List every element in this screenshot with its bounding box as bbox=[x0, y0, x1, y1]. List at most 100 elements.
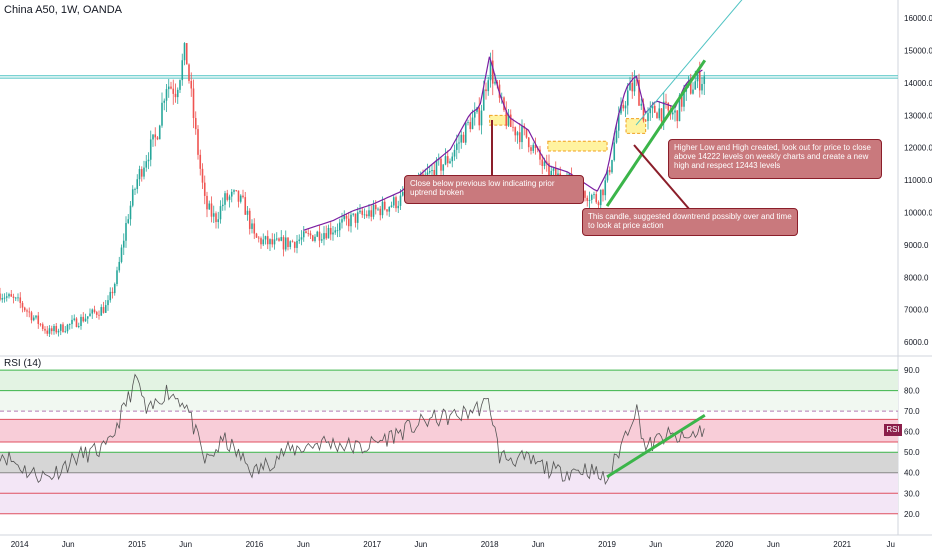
candle-body bbox=[671, 112, 674, 115]
candle-body bbox=[140, 169, 143, 177]
rsi-tick-label: 60.0 bbox=[904, 428, 920, 437]
candle-body bbox=[84, 318, 87, 322]
time-tick-label: Jun bbox=[532, 540, 545, 549]
candle-body bbox=[455, 143, 458, 150]
candle-body bbox=[111, 291, 114, 294]
candle-body bbox=[494, 81, 496, 84]
candle-body bbox=[395, 197, 397, 209]
candle-body bbox=[460, 134, 463, 143]
chart-title: China A50, 1W, OANDA bbox=[4, 4, 122, 16]
candle-body bbox=[210, 203, 213, 217]
candle-body bbox=[638, 79, 640, 106]
candle-body bbox=[73, 318, 76, 320]
candle-body bbox=[46, 330, 49, 334]
candle-body bbox=[152, 134, 154, 140]
candle-body bbox=[75, 318, 78, 327]
candle-body bbox=[595, 194, 598, 203]
candle-body bbox=[440, 158, 442, 171]
candle-body bbox=[138, 169, 141, 180]
candle-body bbox=[44, 328, 46, 331]
candle-body bbox=[143, 167, 145, 177]
candle-body bbox=[82, 316, 85, 322]
candle-body bbox=[183, 43, 186, 61]
candle-body bbox=[275, 238, 278, 240]
candle-body bbox=[257, 237, 260, 239]
candle-body bbox=[53, 326, 55, 332]
candle-body bbox=[282, 237, 285, 250]
candle-body bbox=[584, 191, 586, 198]
candle-body bbox=[251, 223, 253, 229]
candle-body bbox=[359, 210, 361, 213]
candle-body bbox=[224, 193, 226, 205]
candle-body bbox=[615, 130, 618, 143]
price-zone-2 bbox=[625, 118, 647, 134]
candle-body bbox=[0, 293, 1, 300]
time-tick-label: Jun bbox=[62, 540, 75, 549]
candle-body bbox=[253, 223, 256, 234]
candle-body bbox=[77, 326, 80, 327]
annotation-uptrend-broken: Close below previous low indicating prio… bbox=[404, 175, 584, 204]
candle-body bbox=[678, 95, 681, 122]
candle-body bbox=[613, 142, 616, 161]
candle-body bbox=[62, 324, 64, 332]
candle-body bbox=[320, 239, 323, 241]
candle-body bbox=[5, 296, 8, 298]
price-trendline-0 bbox=[605, 59, 707, 207]
candle-body bbox=[453, 149, 456, 157]
candle-body bbox=[653, 105, 656, 113]
candle-body bbox=[309, 233, 312, 236]
candle-body bbox=[676, 110, 679, 122]
candle-body bbox=[334, 230, 337, 233]
candle-body bbox=[12, 296, 15, 298]
candle-body bbox=[604, 180, 607, 196]
candle-body bbox=[239, 195, 242, 202]
candle-body bbox=[298, 239, 301, 241]
candle-body bbox=[165, 89, 168, 101]
candle-body bbox=[35, 315, 37, 318]
candle-body bbox=[658, 108, 661, 119]
candle-body bbox=[181, 60, 184, 81]
candle-body bbox=[541, 159, 544, 166]
annotation-downtrend-over: This candle, suggested downtrend possibl… bbox=[582, 208, 798, 236]
candle-body bbox=[550, 170, 553, 179]
candle-body bbox=[680, 95, 683, 107]
candle-body bbox=[338, 222, 341, 231]
rsi-line bbox=[0, 373, 705, 486]
candle-body bbox=[608, 169, 611, 173]
candle-body bbox=[370, 210, 373, 217]
candle-body bbox=[485, 89, 487, 92]
candle-body bbox=[289, 241, 292, 247]
candle-body bbox=[467, 122, 469, 123]
candle-body bbox=[163, 100, 166, 103]
candle-body bbox=[176, 89, 179, 98]
candle-body bbox=[505, 110, 508, 126]
pointer-downtrend-over bbox=[633, 144, 691, 211]
candle-body bbox=[311, 235, 314, 241]
candle-body bbox=[154, 134, 157, 138]
candle-body bbox=[293, 242, 296, 248]
candle-body bbox=[59, 324, 62, 331]
candle-body bbox=[107, 300, 109, 306]
candle-body bbox=[325, 233, 328, 239]
time-tick-label: Jun bbox=[297, 540, 310, 549]
candle-body bbox=[703, 76, 706, 84]
candle-body bbox=[10, 294, 13, 297]
candle-body bbox=[482, 89, 485, 111]
candle-body bbox=[8, 294, 10, 297]
candle-body bbox=[26, 310, 28, 312]
candle-body bbox=[473, 111, 476, 118]
candle-body bbox=[478, 107, 481, 126]
rsi-tick-label: 50.0 bbox=[904, 448, 920, 457]
candle-body bbox=[509, 114, 512, 127]
candle-body bbox=[451, 156, 454, 162]
price-tick-label: 11000.0 bbox=[904, 176, 932, 185]
candle-body bbox=[462, 134, 465, 143]
rsi-value-badge: RSI bbox=[884, 424, 902, 436]
candle-body bbox=[199, 154, 202, 169]
candle-body bbox=[327, 227, 330, 239]
price-tick-label: 8000.0 bbox=[904, 273, 929, 282]
rsi-tick-label: 90.0 bbox=[904, 366, 920, 375]
candle-body bbox=[527, 137, 530, 148]
rsi-band-grey bbox=[0, 452, 898, 473]
candle-body bbox=[212, 213, 215, 217]
